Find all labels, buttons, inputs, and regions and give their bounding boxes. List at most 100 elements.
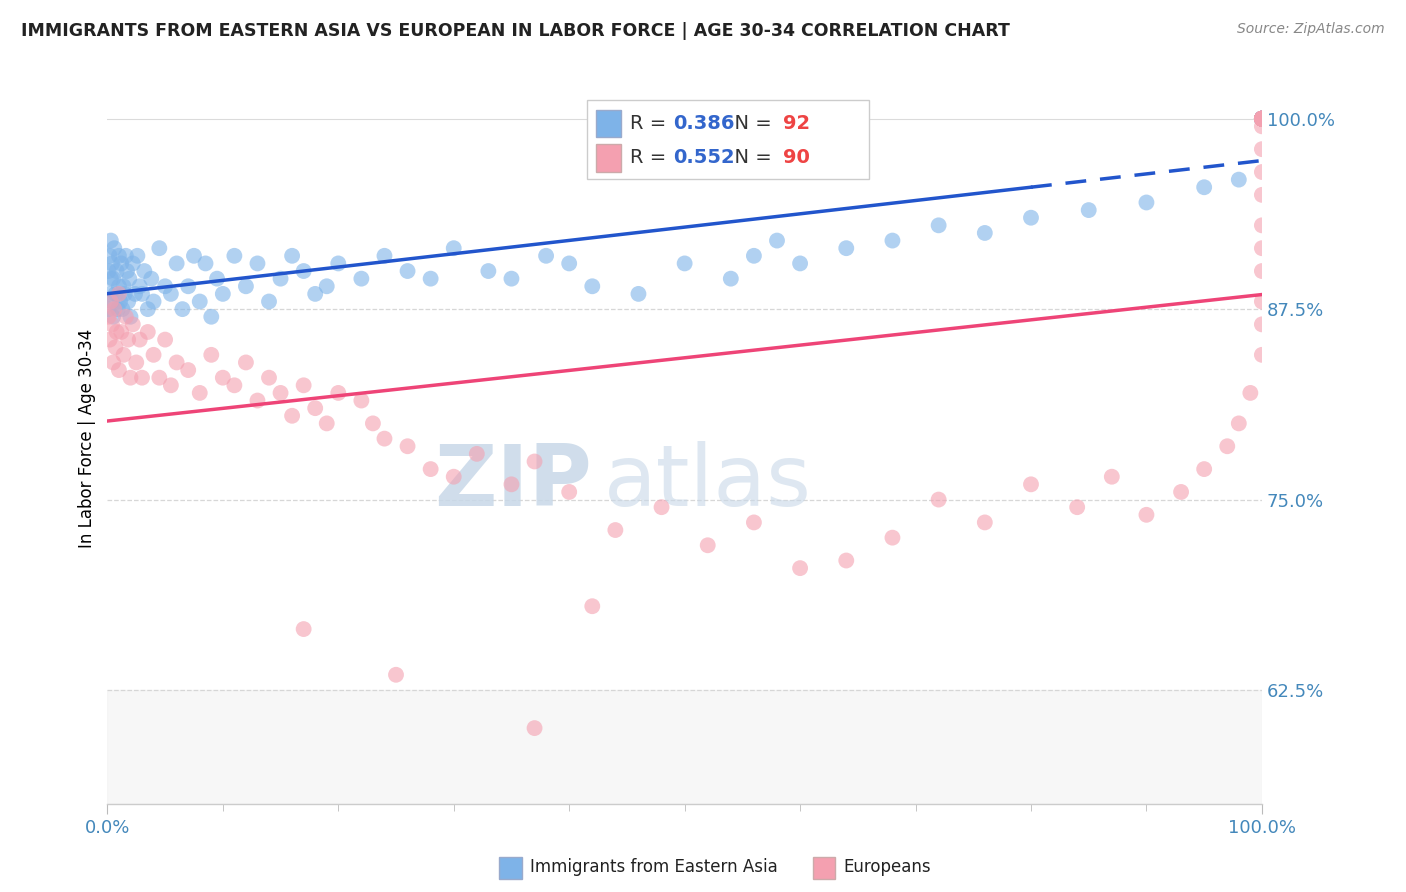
Point [1077, 203, 1099, 218]
Point [105, 325, 128, 339]
Point [501, 271, 523, 285]
Point [110, 256, 132, 270]
Point [114, 286, 136, 301]
Point [523, 721, 546, 735]
Point [257, 370, 280, 384]
Point [973, 226, 995, 240]
Point [281, 409, 304, 423]
Point [101, 355, 124, 369]
Point [1239, 385, 1261, 400]
Point [673, 256, 696, 270]
Point [789, 561, 811, 575]
Text: 92: 92 [783, 114, 810, 133]
Point [1251, 112, 1274, 126]
Point [443, 241, 465, 255]
Point [315, 417, 337, 431]
Point [1251, 112, 1274, 126]
Point [1251, 120, 1274, 134]
Point [350, 271, 373, 285]
Point [292, 378, 315, 392]
Point [1251, 112, 1274, 126]
Point [108, 279, 131, 293]
Text: Europeans: Europeans [844, 858, 931, 876]
Point [112, 279, 135, 293]
Point [101, 318, 124, 332]
Point [194, 256, 217, 270]
Point [1251, 112, 1274, 126]
Point [835, 241, 858, 255]
Point [166, 256, 188, 270]
Point [235, 279, 257, 293]
Point [1192, 462, 1215, 476]
Point [103, 302, 125, 317]
Text: R =: R = [630, 148, 673, 168]
Point [110, 325, 132, 339]
Point [1251, 165, 1274, 179]
Point [627, 286, 650, 301]
Point [117, 294, 139, 309]
Point [292, 264, 315, 278]
Point [160, 378, 183, 392]
Point [101, 271, 124, 285]
Point [1135, 508, 1157, 522]
Point [281, 249, 304, 263]
Point [328, 385, 350, 400]
Point [120, 310, 142, 324]
Point [581, 279, 603, 293]
Point [766, 234, 789, 248]
Point [651, 500, 673, 515]
Point [789, 256, 811, 270]
Point [108, 294, 131, 309]
Point [107, 302, 129, 317]
Point [1251, 112, 1274, 126]
Point [1251, 112, 1274, 126]
Point [108, 286, 131, 301]
Point [124, 286, 146, 301]
Point [1251, 112, 1274, 126]
Point [443, 469, 465, 483]
Point [882, 531, 904, 545]
Point [160, 286, 183, 301]
Point [224, 378, 246, 392]
Point [1251, 112, 1274, 126]
Point [1251, 112, 1274, 126]
Point [270, 385, 292, 400]
FancyBboxPatch shape [586, 100, 869, 179]
Point [121, 318, 143, 332]
Point [1227, 172, 1250, 186]
Point [1251, 112, 1274, 126]
Point [117, 333, 139, 347]
Point [211, 286, 233, 301]
Point [1251, 112, 1274, 126]
Point [534, 249, 557, 263]
Point [1066, 500, 1088, 515]
Bar [596, 110, 621, 137]
Point [1251, 112, 1274, 126]
Point [1251, 112, 1274, 126]
Point [315, 279, 337, 293]
Point [136, 325, 159, 339]
Point [153, 333, 176, 347]
Point [166, 355, 188, 369]
Point [115, 249, 138, 263]
Point [1251, 112, 1274, 126]
Text: Source: ZipAtlas.com: Source: ZipAtlas.com [1237, 22, 1385, 37]
Point [304, 401, 326, 416]
Point [696, 538, 718, 552]
Point [142, 348, 165, 362]
Y-axis label: In Labor Force | Age 30-34: In Labor Force | Age 30-34 [79, 329, 96, 549]
Text: IMMIGRANTS FROM EASTERN ASIA VS EUROPEAN IN LABOR FORCE | AGE 30-34 CORRELATION : IMMIGRANTS FROM EASTERN ASIA VS EUROPEAN… [21, 22, 1010, 40]
Point [373, 249, 395, 263]
Point [835, 553, 858, 567]
Point [928, 219, 950, 233]
Point [148, 241, 170, 255]
Point [188, 294, 211, 309]
Point [523, 454, 546, 468]
Point [148, 370, 170, 384]
Point [121, 256, 143, 270]
Point [125, 355, 148, 369]
Point [328, 256, 350, 270]
Point [200, 310, 222, 324]
Text: N =: N = [721, 148, 778, 168]
Point [98, 333, 121, 347]
